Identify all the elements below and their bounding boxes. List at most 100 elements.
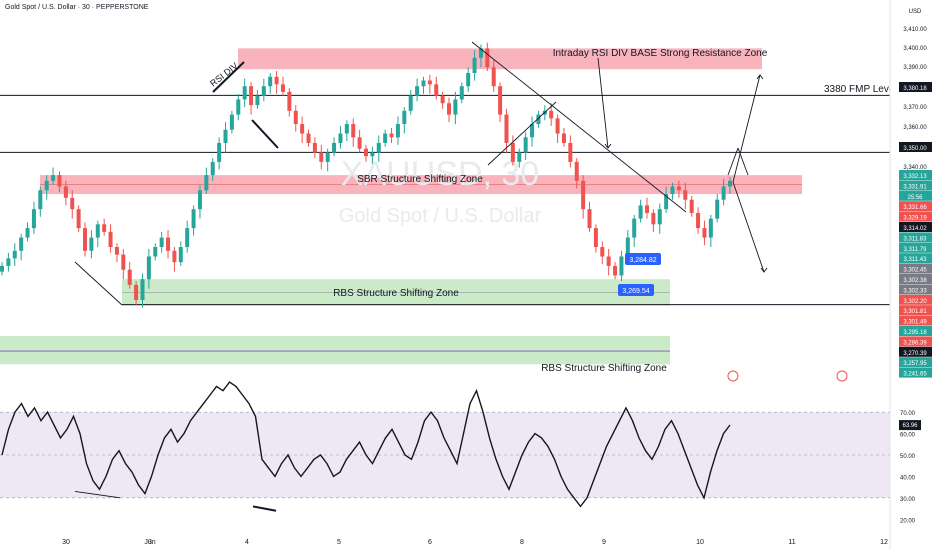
rsi-current-bg (899, 420, 921, 431)
candle (370, 152, 375, 157)
price-tag-bg (899, 274, 932, 284)
candle (459, 86, 464, 100)
price-tag: 3,360.00 (903, 125, 927, 131)
candle (95, 224, 100, 238)
time-tick-label: 4 (245, 539, 249, 546)
watermark-symbol: XAUUSD, 30 (341, 155, 539, 193)
low-price-tag-text: 3,284.82 (629, 257, 656, 264)
price-tag: 3,286.39 (903, 340, 927, 346)
price-tag-bg (899, 315, 932, 326)
candle (670, 186, 675, 195)
candle (357, 137, 362, 149)
candle (364, 148, 368, 157)
candle (197, 190, 202, 210)
arrow-head (760, 267, 768, 273)
candle (306, 133, 311, 143)
candle (12, 250, 17, 259)
candle (638, 205, 643, 219)
candle (644, 205, 649, 213)
candle (293, 110, 298, 125)
price-tag-bg (899, 170, 932, 180)
candle (172, 250, 177, 263)
candle (76, 209, 81, 229)
price-tag-bg (899, 201, 932, 212)
candle (6, 258, 11, 266)
candle (70, 197, 75, 210)
price-tag-bg (899, 82, 932, 92)
rsi-div-line (252, 505, 277, 512)
candle (19, 237, 24, 251)
candle (440, 95, 445, 104)
candle (555, 118, 560, 134)
candle (651, 212, 656, 225)
price-tag-bg (899, 180, 932, 191)
candle (121, 254, 126, 270)
price-tag: 3,370.00 (903, 105, 927, 111)
candle (166, 237, 171, 251)
rsi-current-value: 63.96 (902, 423, 918, 429)
price-tag-bg (899, 142, 932, 152)
candle (472, 57, 477, 73)
candle (523, 137, 528, 153)
low-price-tag-text: 3,269.54 (622, 288, 649, 295)
zone-3 (0, 335, 670, 365)
price-tag: 3,302.45 (903, 268, 927, 274)
candle (708, 218, 713, 238)
candle (249, 86, 254, 106)
candle (204, 175, 209, 191)
fmp-level-label: 3380 FMP Level (824, 84, 897, 95)
price-tag: 3,340.00 (903, 165, 927, 171)
trend-line (471, 41, 687, 213)
watermark-name: Gold Spot / U.S. Dollar (339, 205, 542, 227)
price-tag: 3,410.00 (903, 27, 927, 33)
price-tag: 3,270.39 (903, 351, 927, 357)
zone-0 (238, 48, 762, 70)
event-flag-icon[interactable] (836, 370, 848, 382)
candle (664, 194, 669, 210)
low-price-tag-bg (618, 284, 654, 296)
candle (44, 180, 49, 191)
candle (351, 124, 356, 138)
candle (338, 133, 343, 143)
candle (657, 209, 662, 225)
candle (261, 86, 266, 96)
currency-label: USD (909, 9, 922, 15)
candle (676, 186, 681, 191)
candle (114, 247, 119, 255)
price-tag-bg (899, 263, 932, 274)
trend-line (737, 147, 749, 176)
candle (344, 124, 349, 134)
price-tag-bg (899, 357, 932, 368)
price-tag-bg (899, 305, 932, 316)
trend-line (251, 119, 279, 149)
candle (504, 114, 509, 143)
low-price-tag-1: 3,284.82 (625, 253, 661, 265)
candle (498, 86, 503, 115)
low-price-tag-2: 3,269.54 (618, 284, 654, 296)
trend-line (727, 147, 739, 176)
price-tag: 3,302.38 (903, 278, 927, 284)
price-tag: 3,380.18 (903, 86, 927, 92)
candle (63, 186, 68, 198)
candle (268, 76, 273, 87)
price-tag-bg (899, 284, 932, 295)
candle (332, 142, 337, 153)
candle (721, 186, 726, 200)
candle (395, 124, 400, 138)
candle (312, 142, 317, 153)
candle (568, 142, 573, 162)
low-price-tag-bg (625, 253, 661, 265)
price-tag-bg (899, 242, 932, 253)
candle (51, 175, 56, 181)
candle (434, 84, 439, 96)
candle (108, 231, 113, 248)
time-tick-label: 3 (148, 539, 152, 546)
candle (274, 76, 279, 85)
candle (159, 237, 164, 248)
price-tag: 3,332.13 (903, 174, 927, 180)
event-flash-icon[interactable] (727, 370, 739, 382)
time-tick-label: 30 (62, 539, 70, 546)
candle (287, 91, 292, 111)
arrow-head (756, 74, 764, 80)
